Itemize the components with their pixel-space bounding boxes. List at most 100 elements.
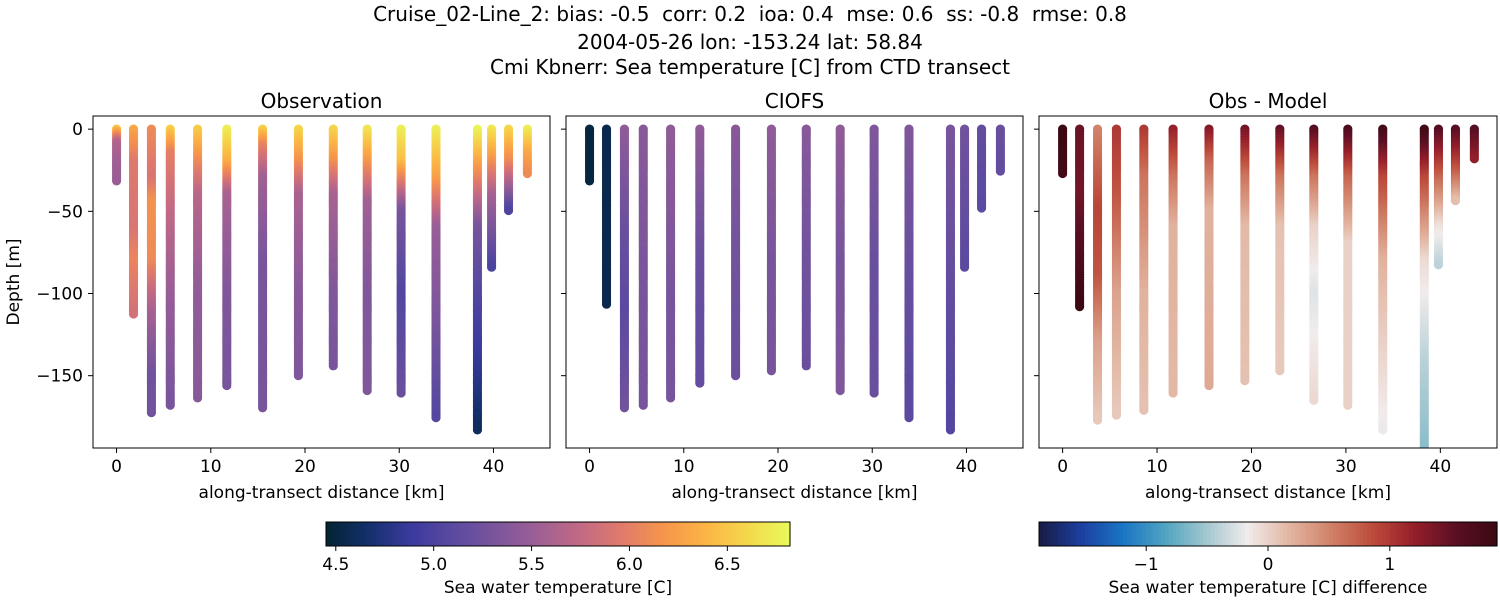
colorbar-swatch-0 <box>341 522 346 546</box>
colorbar-swatch-0 <box>503 522 509 546</box>
colorbar-swatch-1 <box>1477 522 1483 546</box>
colorbar-swatch-1 <box>1145 522 1151 546</box>
colorbar-frame-0 <box>325 521 791 547</box>
colorbar-swatch-1 <box>1306 522 1311 546</box>
x-tick-label-observation: 40 <box>483 457 505 477</box>
colorbar-swatch-0 <box>627 522 633 546</box>
data-point-observation-cast-6 <box>258 403 268 413</box>
colorbar-swatch-1 <box>1340 522 1345 546</box>
colorbar-tick-label-1: −1 <box>1134 555 1159 575</box>
colorbar-swatch-1 <box>1271 522 1277 546</box>
data-point-model-cast-3 <box>638 400 648 410</box>
colorbar-swatch-1 <box>1371 522 1376 546</box>
colorbar-swatch-0 <box>697 522 702 546</box>
colorbar-swatch-1 <box>1172 522 1177 546</box>
data-point-observation-cast-3 <box>165 400 175 410</box>
colorbar-swatch-1 <box>1321 522 1326 546</box>
colorbar-swatch-1 <box>1351 522 1357 546</box>
colorbar-swatch-0 <box>546 522 551 546</box>
colorbar-swatch-0 <box>728 522 733 546</box>
figure-title-line-3: Cmi Kbnerr: Sea temperature [C] from CTD… <box>490 55 1010 79</box>
colorbar-swatch-1 <box>1466 522 1471 546</box>
data-point-difference-cast-0 <box>1058 168 1068 179</box>
colorbar-swatch-1 <box>1420 522 1426 546</box>
data-point-model-cast-8 <box>801 361 811 371</box>
colorbar-swatch-0 <box>376 522 381 546</box>
data-point-difference-cast-14 <box>1450 196 1461 206</box>
data-point-observation-cast-15 <box>522 168 532 179</box>
colorbar-swatch-0 <box>445 522 451 546</box>
colorbar-swatch-0 <box>569 522 575 546</box>
colorbar-swatch-1 <box>1298 522 1303 546</box>
data-point-model-cast-4 <box>665 393 676 403</box>
colorbar-swatch-1 <box>1142 522 1147 546</box>
colorbar-swatch-0 <box>337 522 343 546</box>
colorbar-swatch-1 <box>1122 522 1128 546</box>
colorbar-swatch-0 <box>353 522 358 546</box>
data-point-model-cast-10 <box>869 388 879 398</box>
colorbar-swatch-0 <box>511 522 517 546</box>
data-point-difference-cast-7 <box>1240 376 1250 386</box>
colorbar-swatch-0 <box>364 522 370 546</box>
colorbar-swatch-1 <box>1149 522 1155 546</box>
y-tick-label: 0 <box>72 120 83 140</box>
colorbar-swatch-0 <box>395 522 401 546</box>
colorbar-swatch-0 <box>654 522 660 546</box>
colorbar-swatch-0 <box>704 522 710 546</box>
data-point-difference-cast-15 <box>1469 154 1479 164</box>
colorbar-swatch-0 <box>329 522 335 546</box>
data-point-model-cast-7 <box>766 366 777 376</box>
colorbar-swatch-0 <box>349 522 354 546</box>
data-point-observation-cast-4 <box>192 393 203 403</box>
colorbar-swatch-0 <box>527 522 532 546</box>
data-point-model-cast-11 <box>904 412 914 423</box>
colorbar-swatch-0 <box>581 522 586 546</box>
colorbar-swatch-0 <box>426 522 431 546</box>
colorbar-swatch-0 <box>326 522 331 546</box>
x-tick-label-observation: 0 <box>111 457 122 477</box>
colorbar-swatch-0 <box>577 522 582 546</box>
colorbar-swatch-0 <box>542 522 547 546</box>
colorbar-swatch-0 <box>554 522 559 546</box>
colorbar-swatch-1 <box>1401 522 1406 546</box>
colorbar-swatch-1 <box>1248 522 1254 546</box>
colorbar-swatch-1 <box>1058 522 1063 546</box>
x-tick-label-observation: 10 <box>200 457 222 477</box>
axes-frame-model <box>565 115 1024 449</box>
colorbar-swatch-1 <box>1176 522 1181 546</box>
colorbar-swatch-1 <box>1374 522 1380 546</box>
colorbar-swatch-1 <box>1111 522 1116 546</box>
colorbar-swatch-0 <box>372 522 377 546</box>
colorbar-tick-label-1: 0 <box>1263 555 1274 575</box>
colorbar-swatch-0 <box>693 522 698 546</box>
colorbar-swatch-0 <box>476 522 482 546</box>
data-point-model-cast-9 <box>835 385 845 396</box>
colorbar-swatch-1 <box>1313 522 1319 546</box>
colorbar-swatch-0 <box>538 522 544 546</box>
data-point-difference-cast-2 <box>1092 415 1103 425</box>
colorbar-swatch-1 <box>1325 522 1330 546</box>
colorbar-swatch-1 <box>1126 522 1132 546</box>
colorbar-swatch-0 <box>534 522 540 546</box>
colorbar-swatch-0 <box>739 522 745 546</box>
colorbar-swatch-1 <box>1084 522 1090 546</box>
colorbar-swatch-0 <box>472 522 478 546</box>
colorbar-swatch-0 <box>492 522 497 546</box>
colorbar-swatch-1 <box>1195 522 1200 546</box>
data-point-difference-cast-11 <box>1378 425 1388 435</box>
figure-title-line-1: Cruise_02-Line_2: bias: -0.5 corr: 0.2 i… <box>373 2 1127 26</box>
colorbar-swatch-0 <box>616 522 621 546</box>
colorbar-swatch-0 <box>604 522 609 546</box>
data-point-observation-cast-12 <box>472 425 483 435</box>
x-axis-label-model: along-transect distance [km] <box>672 483 918 503</box>
data-point-observation-cast-2 <box>146 408 157 418</box>
colorbar-swatch-1 <box>1119 522 1124 546</box>
colorbar-swatch-1 <box>1367 522 1372 546</box>
colorbar-swatch-1 <box>1264 522 1269 546</box>
data-point-observation-cast-8 <box>328 361 338 371</box>
colorbar-swatch-0 <box>414 522 420 546</box>
data-point-difference-cast-13 <box>1433 260 1444 270</box>
colorbar-swatch-0 <box>666 522 671 546</box>
colorbar-swatch-1 <box>1390 522 1395 546</box>
data-point-observation-cast-1 <box>128 309 139 319</box>
